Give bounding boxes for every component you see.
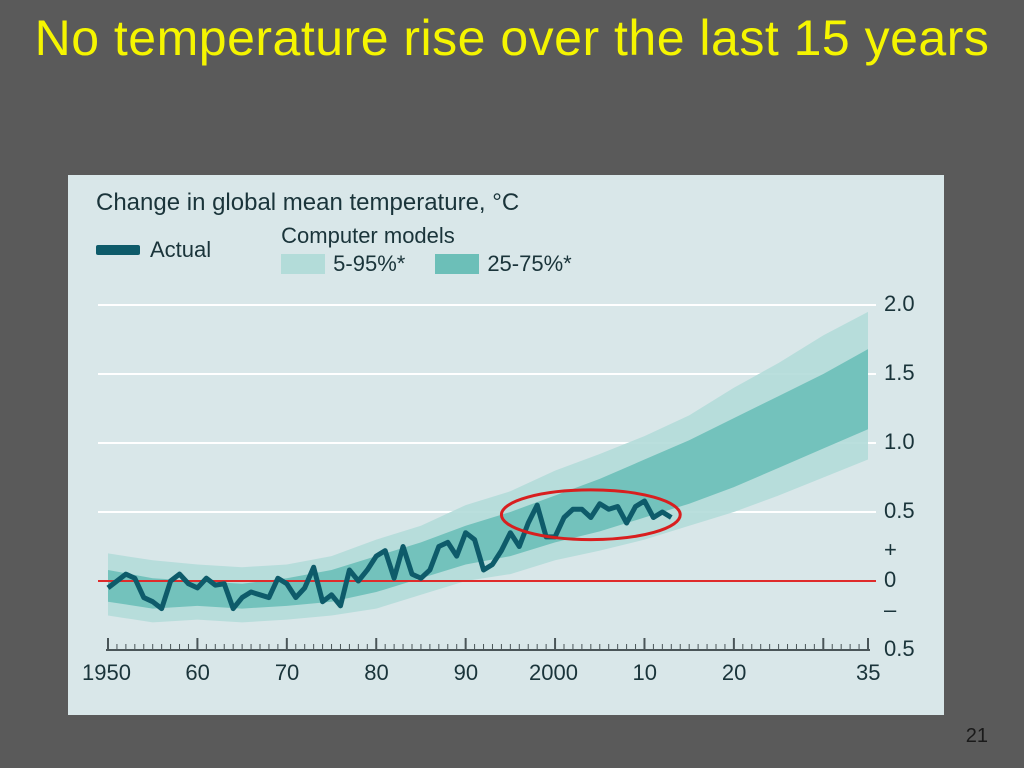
slide-title: No temperature rise over the last 15 yea… bbox=[0, 0, 1024, 68]
x-tick-label: 1950 bbox=[82, 660, 131, 686]
y-sign-label: + bbox=[884, 537, 897, 563]
x-tick-label: 35 bbox=[856, 660, 880, 686]
legend-models-group: Computer models 5-95%* 25-75%* bbox=[281, 223, 572, 277]
legend-inner-label: 25-75%* bbox=[487, 251, 571, 277]
y-tick-label: 1.0 bbox=[884, 429, 915, 455]
chart-header: Change in global mean temperature, °C Ac… bbox=[96, 189, 572, 277]
legend-outer-label: 5-95%* bbox=[333, 251, 405, 277]
y-tick-label: 2.0 bbox=[884, 291, 915, 317]
x-tick-label: 10 bbox=[632, 660, 656, 686]
legend-models-label: Computer models bbox=[281, 223, 572, 249]
y-sign-label: – bbox=[884, 597, 896, 623]
y-tick-label: 0 bbox=[884, 567, 896, 593]
x-tick-label: 90 bbox=[454, 660, 478, 686]
x-tick-label: 60 bbox=[185, 660, 209, 686]
legend-actual-label: Actual bbox=[150, 237, 211, 263]
x-tick-label: 80 bbox=[364, 660, 388, 686]
x-tick-label: 2000 bbox=[529, 660, 578, 686]
chart-legend: Actual Computer models 5-95%* 25-75%* bbox=[96, 223, 572, 277]
page-number: 21 bbox=[966, 725, 988, 748]
chart-container: Change in global mean temperature, °C Ac… bbox=[68, 175, 944, 715]
x-tick-label: 70 bbox=[275, 660, 299, 686]
legend-outer-swatch bbox=[281, 254, 325, 274]
y-tick-label: 0.5 bbox=[884, 498, 915, 524]
chart-subtitle: Change in global mean temperature, °C bbox=[96, 189, 572, 217]
y-tick-label: 0.5 bbox=[884, 636, 915, 662]
slide: No temperature rise over the last 15 yea… bbox=[0, 0, 1024, 768]
y-tick-label: 1.5 bbox=[884, 360, 915, 386]
x-tick-label: 20 bbox=[722, 660, 746, 686]
legend-inner-swatch bbox=[435, 254, 479, 274]
legend-actual-swatch bbox=[96, 245, 140, 255]
